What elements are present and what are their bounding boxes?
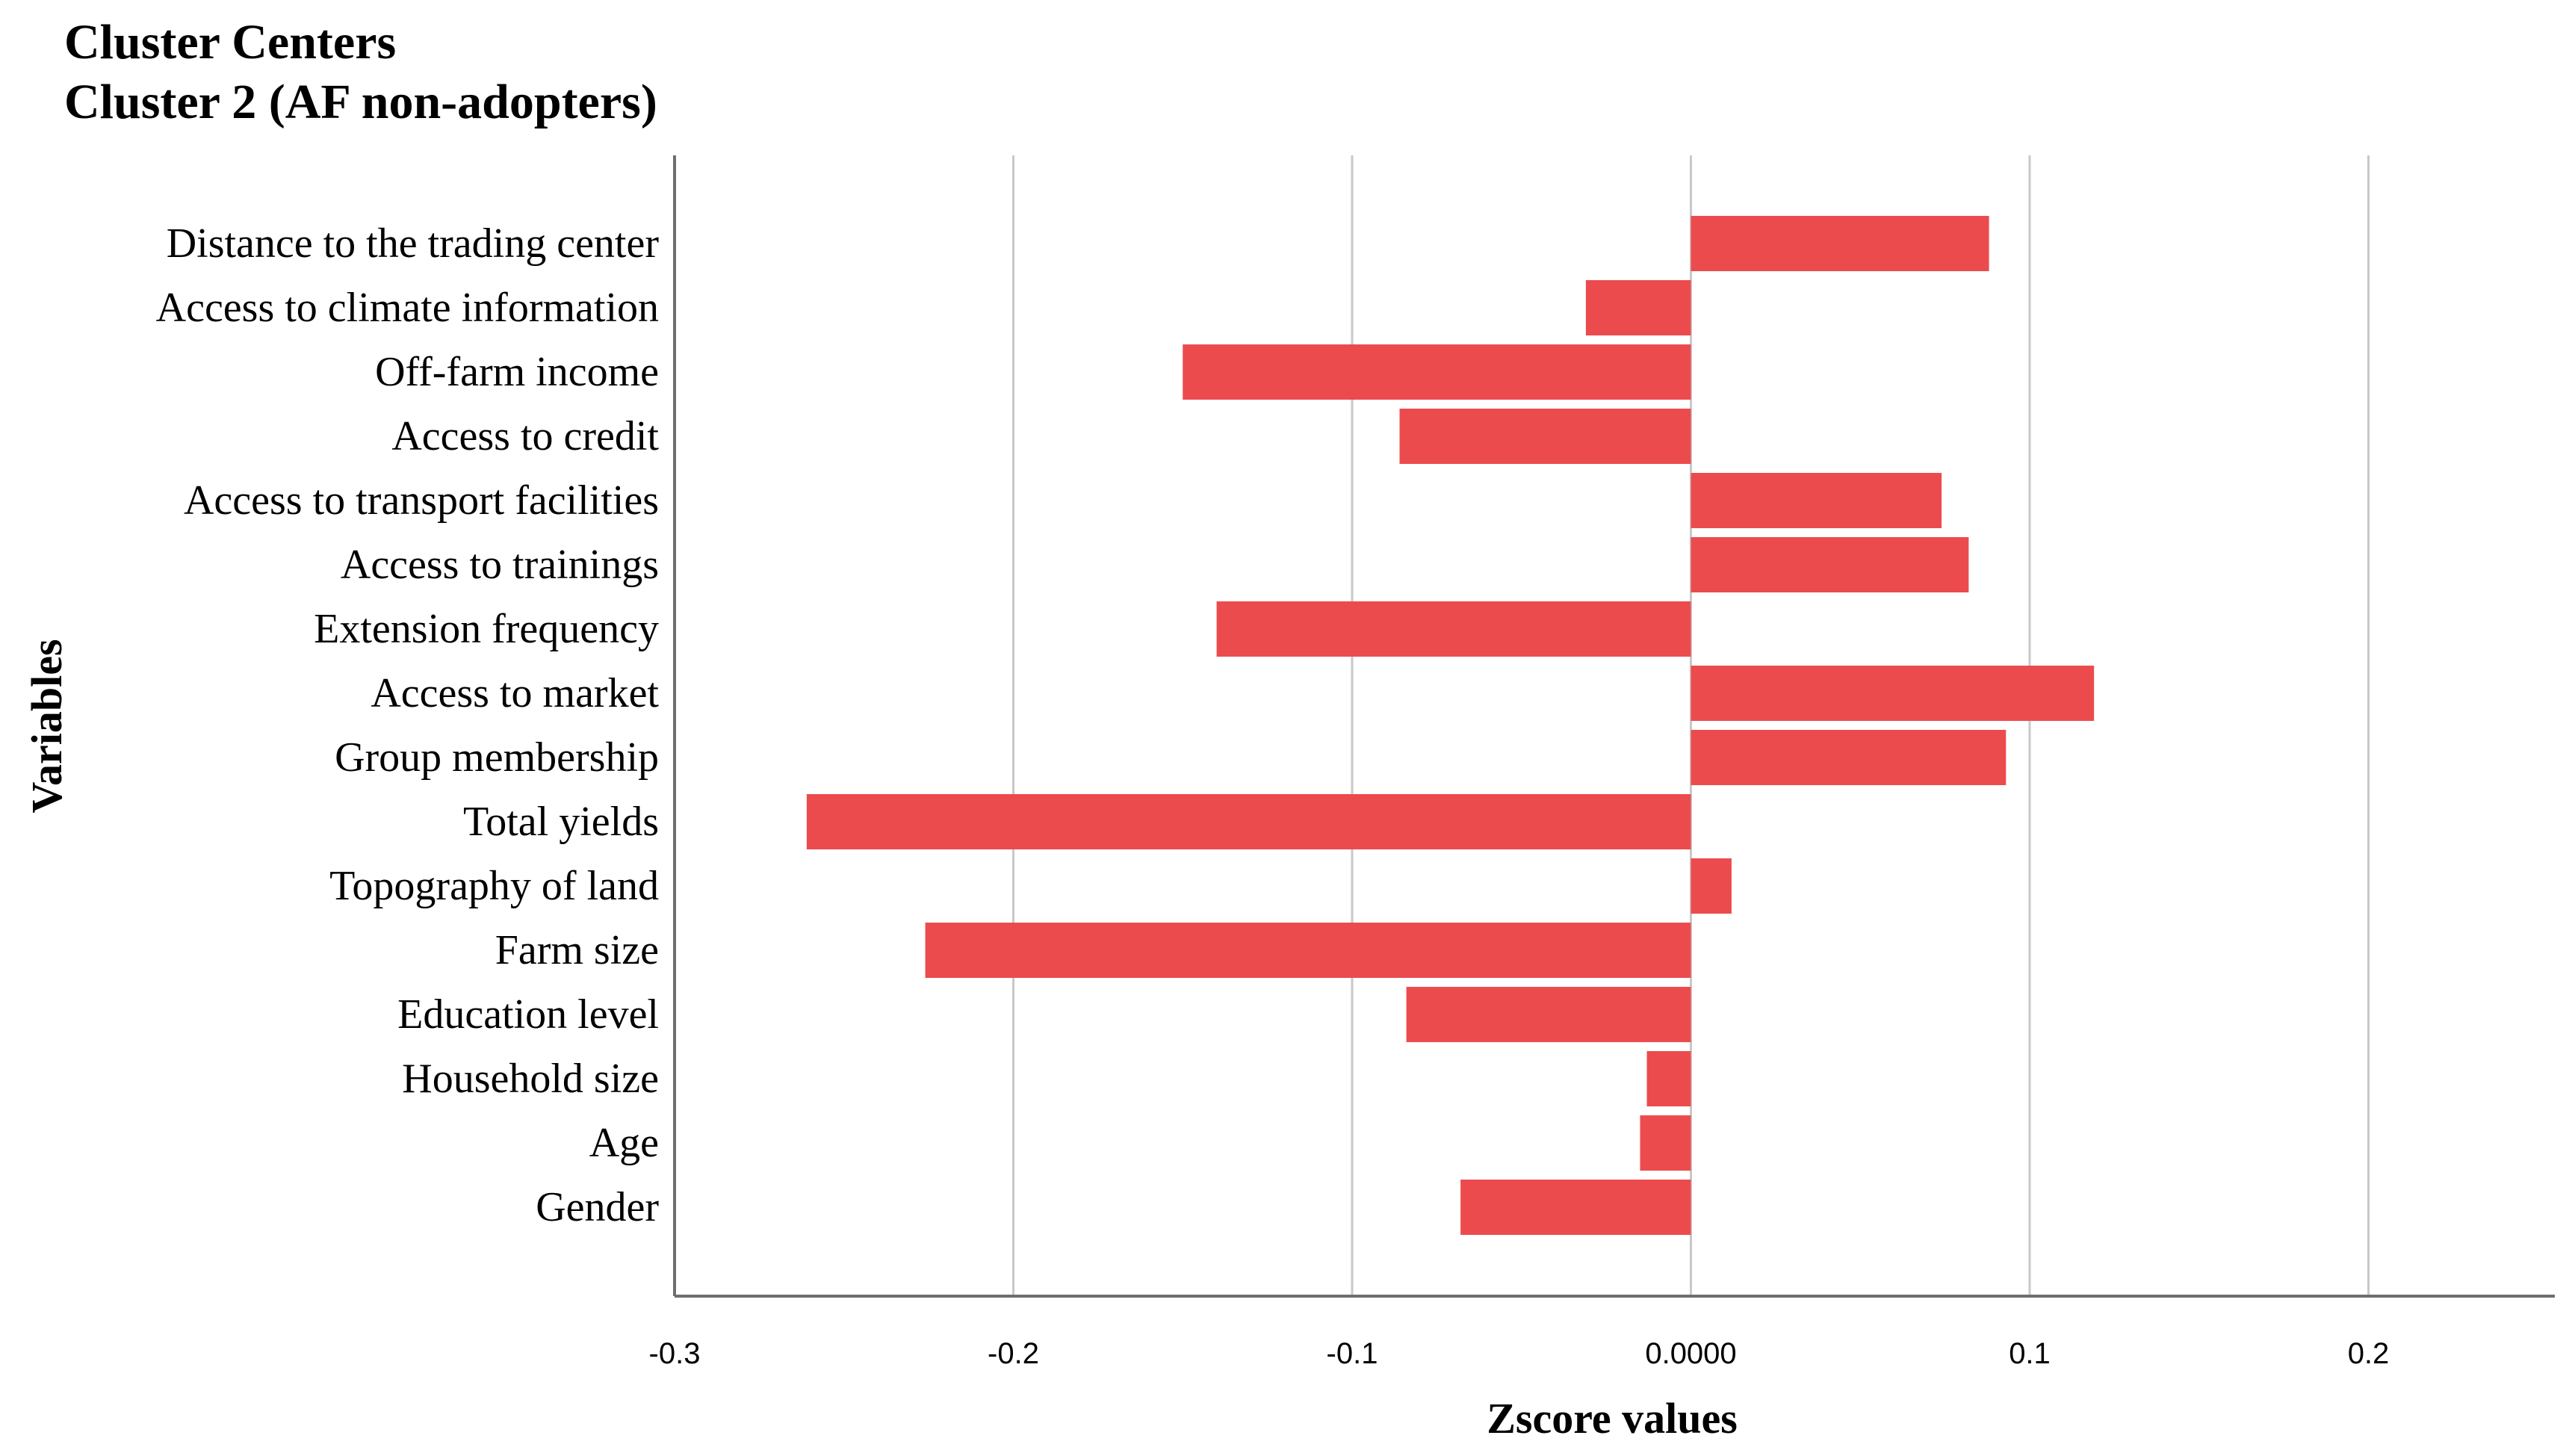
category-label: Off-farm income: [375, 349, 659, 395]
bar: [1399, 409, 1691, 464]
x-tick-label: -0.2: [988, 1337, 1039, 1370]
category-label: Household size: [402, 1056, 659, 1102]
category-label: Age: [589, 1120, 659, 1166]
bar: [1406, 987, 1691, 1042]
category-label: Access to transport facilities: [184, 477, 659, 524]
chart-subtitle: Cluster 2 (AF non-adopters): [64, 75, 657, 129]
category-label: Access to climate information: [156, 285, 659, 331]
category-label: Extension frequency: [314, 606, 659, 652]
x-tick-labels: -0.3 -0.2 -0.1 0.0000 0.1 0.2: [649, 1337, 2390, 1370]
x-tick-label: 0.2: [2348, 1337, 2390, 1370]
category-label: Access to market: [371, 670, 659, 716]
chart-title: Cluster Centers: [64, 15, 397, 69]
bar: [1691, 730, 2007, 785]
x-tick-label: 0.1: [2009, 1337, 2051, 1370]
bar: [1460, 1180, 1691, 1235]
category-label: Education level: [397, 991, 659, 1038]
bar: [1585, 280, 1691, 335]
bar: [1691, 537, 1969, 592]
bar: [1216, 601, 1691, 657]
bar: [1183, 344, 1691, 400]
y-axis-label: Variables: [22, 639, 71, 813]
bar: [1691, 666, 2095, 721]
x-tick-label: -0.3: [649, 1337, 701, 1370]
category-label: Topography of land: [329, 863, 659, 909]
bar: [806, 794, 1691, 849]
bar: [1691, 858, 1732, 914]
category-label: Farm size: [495, 927, 659, 973]
category-label: Access to credit: [391, 413, 659, 459]
x-tick-label: -0.1: [1327, 1337, 1378, 1370]
bar: [1640, 1115, 1691, 1171]
bar: [1646, 1051, 1691, 1106]
category-label: Distance to the trading center: [167, 220, 660, 267]
bar: [925, 923, 1691, 978]
bars: [806, 216, 2095, 1235]
category-label: Access to trainings: [341, 542, 659, 588]
x-axis-label: Zscore values: [1487, 1394, 1738, 1443]
bar: [1691, 216, 1989, 271]
bar: [1691, 473, 1942, 528]
category-label: Gender: [536, 1184, 659, 1230]
axes: [673, 155, 2555, 1298]
category-labels: Distance to the trading center Access to …: [156, 220, 660, 1230]
category-label: Total yields: [463, 799, 659, 845]
category-label: Group membership: [335, 734, 659, 781]
x-tick-label: 0.0000: [1645, 1337, 1736, 1370]
